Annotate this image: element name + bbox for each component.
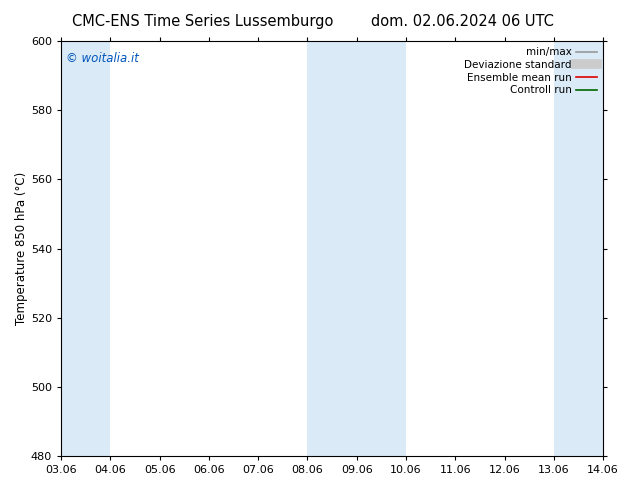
Bar [307,41,406,456]
Bar [554,41,634,456]
Text: © woitalia.it: © woitalia.it [67,51,139,65]
Y-axis label: Temperature 850 hPa (°C): Temperature 850 hPa (°C) [15,172,28,325]
Bar [61,41,110,456]
Text: CMC-ENS Time Series Lussemburgo: CMC-ENS Time Series Lussemburgo [72,14,333,29]
Text: dom. 02.06.2024 06 UTC: dom. 02.06.2024 06 UTC [372,14,554,29]
Legend: min/max, Deviazione standard, Ensemble mean run, Controll run: min/max, Deviazione standard, Ensemble m… [462,44,600,98]
